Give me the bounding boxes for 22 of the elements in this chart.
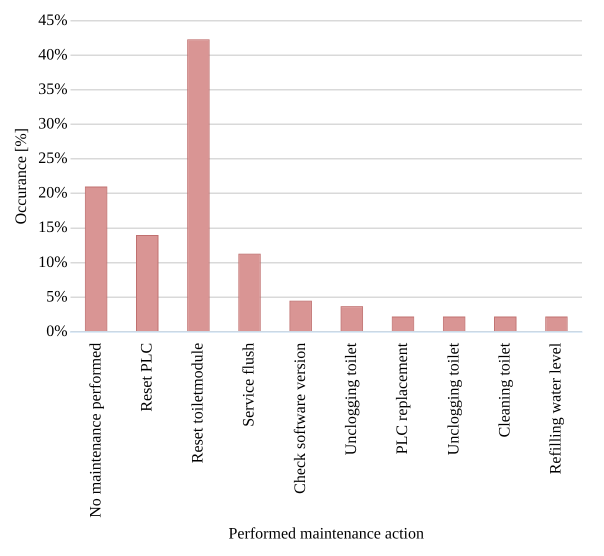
x-tick-label: Refilling water level [548,342,565,474]
y-tick-label: 5% [46,288,68,306]
y-tick-label: 45% [38,12,68,29]
x-tick-label: Service flush [240,342,258,427]
y-tick-label: 40% [38,46,68,64]
x-axis-title: Performed maintenance action [228,526,424,543]
x-tick-label: PLC replacement [394,342,412,454]
y-tick-label: 35% [38,80,68,98]
y-axis-title: Occurance [%] [12,128,30,224]
x-tick-label: Reset PLC [138,342,156,412]
y-tick-label: 15% [38,219,68,236]
x-tick-label: Unclogging toilet [343,342,360,456]
x-tick-label: Check software version [292,342,309,494]
x-tick-label: Reset toiletmodule [190,342,207,464]
y-tick-label: 25% [38,150,68,168]
y-tick-label: 20% [38,184,68,202]
x-tick-label: Unclogging toilet [445,342,462,456]
y-tick-label: 10% [38,254,68,271]
x-tick-label: No maintenance performed [87,342,104,518]
x-tick-label: Cleaning toilet [496,342,514,438]
y-tick-label: 0% [46,322,68,340]
y-tick-label: 30% [38,116,68,133]
